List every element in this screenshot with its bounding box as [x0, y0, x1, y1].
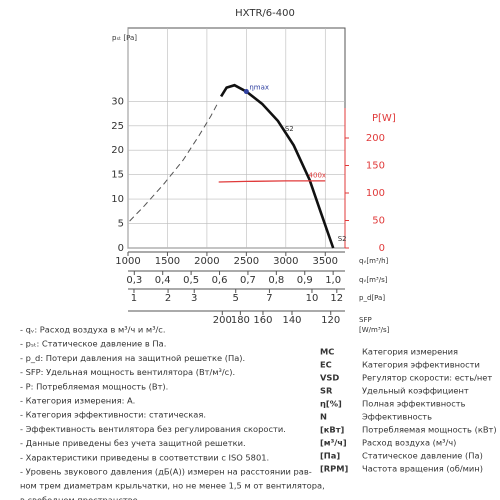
note: - SFP: Удельная мощность вентилятора (Вт… — [20, 367, 235, 377]
legend-text: Удельный коэффициент — [362, 386, 469, 396]
note: - pₛₜ: Статическое давление в Па. — [20, 339, 166, 349]
x-tick-label: 120 — [321, 315, 340, 326]
x-tick-label: 10 — [306, 293, 319, 304]
legend-text: Расход воздуха (м³/ч) — [362, 438, 456, 448]
x-tick-label: 3000 — [273, 256, 298, 267]
legend-text: Регулятор скорости: есть/нет — [362, 373, 492, 383]
legend-text: Статическое давление (Па) — [362, 451, 483, 461]
note: - Уровень звукового давления (дБ(A)) изм… — [20, 467, 312, 477]
y-tick-label: 25 — [111, 121, 124, 132]
legend-key: η[%] — [320, 399, 342, 409]
y2-tick-label: 150 — [366, 161, 385, 172]
x-tick-label: 3 — [191, 293, 197, 304]
legend-key: SR — [320, 386, 333, 396]
x-tick-label: 1,0 — [325, 275, 341, 286]
x-tick-label: 0,5 — [183, 275, 199, 286]
annotation: S2 — [285, 125, 294, 133]
y-tick-label: 15 — [111, 170, 124, 181]
legend-text: Полная эффективность — [362, 399, 466, 409]
series-line — [129, 101, 220, 222]
note: - Данные приведены без учета защитной ре… — [20, 438, 246, 448]
note: в свободном пространстве. — [20, 495, 140, 500]
legend-text: Категория эффективности — [362, 360, 480, 370]
legend-text: Категория измерения — [362, 347, 458, 357]
note: - Характеристики приведены в соответстви… — [20, 452, 269, 462]
y-tick-label: 20 — [111, 145, 124, 156]
eta-max-point — [243, 89, 249, 95]
note: - P: Потребляемая мощность (Вт). — [20, 381, 168, 391]
y-tick-label: 30 — [111, 96, 124, 107]
note: - Категория измерения: A. — [20, 396, 135, 406]
y2-tick-label: 200 — [366, 133, 385, 144]
x-tick-label: 1000 — [115, 256, 140, 267]
y2-tick-label: 0 — [379, 243, 385, 254]
x-tick-label: 200 — [213, 315, 232, 326]
y-tick-label: 10 — [111, 194, 124, 205]
legend-key: N — [320, 412, 327, 422]
annotation: 400x — [309, 172, 327, 180]
x-tick-label: 0,3 — [126, 275, 142, 286]
x-tick-label: 3500 — [313, 256, 338, 267]
x-tick-label: 5 — [233, 293, 239, 304]
x-tick-label: 1 — [131, 293, 137, 304]
y-tick-label: 0 — [118, 243, 124, 254]
legend-key: [кВт] — [320, 425, 345, 435]
legend-key: [Па] — [320, 451, 340, 461]
x-tick-label: 0,4 — [155, 275, 171, 286]
y2-tick-label: 50 — [372, 216, 385, 227]
legend-text: Частота вращения (об/мин) — [362, 464, 483, 474]
x-tick-label: 7 — [266, 293, 272, 304]
legend-key: MC — [320, 347, 334, 357]
y2-axis-label: P[W] — [372, 113, 396, 124]
y-axis-label: pₛₜ [Pa] — [112, 34, 137, 42]
legend-key: [RPM] — [320, 464, 349, 474]
series-line — [219, 83, 335, 249]
x-tick-label: 2500 — [234, 256, 259, 267]
legend-key: EC — [320, 360, 332, 370]
x-axis-label: p_d[Pa] — [359, 294, 385, 302]
x-tick-label: 0,8 — [268, 275, 284, 286]
annotation: S2 — [338, 235, 347, 243]
x-axis-label: SFP — [359, 316, 372, 324]
note: - Категория эффективности: статическая. — [20, 410, 206, 420]
legend-text: Потребляемая мощность (кВт) — [362, 425, 497, 435]
x-tick-label: 2 — [165, 293, 171, 304]
x-tick-label: 1500 — [155, 256, 180, 267]
chart-title: HXTR/6-400 — [235, 8, 295, 19]
note: ном трем диаметрам крыльчатки, но не мен… — [20, 481, 325, 491]
legend-key: [м³/ч] — [320, 438, 347, 448]
note: - p_d: Потери давления на защитной решет… — [20, 353, 245, 363]
x-tick-label: 0,7 — [240, 275, 256, 286]
x-tick-label: 160 — [253, 315, 272, 326]
plot-frame — [127, 27, 346, 249]
legend-key: VSD — [320, 373, 339, 383]
x-tick-label: 2000 — [194, 256, 219, 267]
y2-tick-label: 100 — [366, 188, 385, 199]
y-tick-label: 5 — [118, 219, 124, 230]
annotation: ηmax — [249, 84, 269, 92]
x-tick-label: 12 — [330, 293, 343, 304]
x-tick-label: 180 — [231, 315, 250, 326]
legend-text: Эффективность — [362, 412, 432, 422]
x-axis-label: qᵥ[m³/h] — [359, 257, 389, 265]
note: - Эффективность вентилятора без регулиро… — [20, 424, 286, 434]
x-tick-label: 0,6 — [212, 275, 228, 286]
note: - qᵥ: Расход воздуха в м³/ч и м³/с. — [20, 325, 166, 335]
x-axis-label: qᵥ[m³/s] — [359, 276, 388, 284]
x-tick-label: 140 — [282, 315, 301, 326]
series-line — [218, 180, 326, 183]
x-axis-sublabel: [W/m³/s] — [359, 326, 390, 334]
x-tick-label: 0,9 — [297, 275, 313, 286]
